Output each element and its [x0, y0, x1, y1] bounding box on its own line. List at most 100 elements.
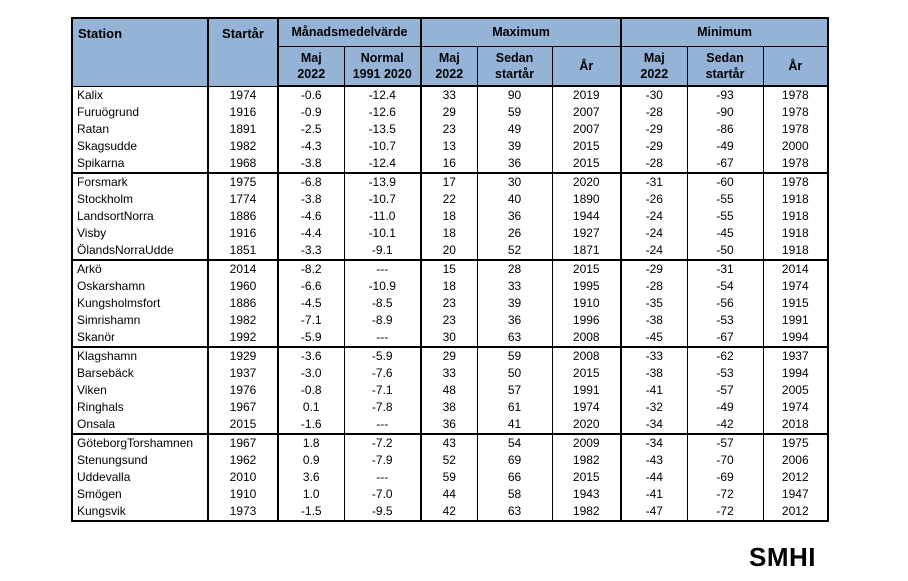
value-cell: 61: [476, 399, 553, 416]
table-body: Kalix 1974 -0.6 -12.4 33 90 2019 -30 -93 1978 Furu…: [71, 86, 829, 521]
value-cell: -49: [686, 138, 764, 155]
station-cell: Stenungsund: [71, 452, 209, 469]
value-cell: 0.9: [277, 452, 345, 469]
station-cell: ÖlandsNorraUdde: [71, 242, 209, 260]
value-cell: -3.3: [277, 242, 345, 260]
value-cell: 1918: [762, 242, 829, 260]
value-cell: 1918: [762, 208, 829, 225]
value-cell: 42: [420, 503, 478, 521]
value-cell: 3.6: [277, 469, 345, 486]
value-cell: -4.4: [277, 225, 345, 242]
station-cell: Stockholm: [71, 191, 209, 208]
value-cell: 1996: [551, 312, 622, 329]
value-cell: 1891: [207, 121, 279, 138]
station-cell: Ratan: [71, 121, 209, 138]
value-cell: -10.7: [343, 138, 422, 155]
value-cell: 1991: [762, 312, 829, 329]
value-cell: -10.1: [343, 225, 422, 242]
value-cell: 1968: [207, 155, 279, 173]
value-cell: -32: [620, 399, 688, 416]
value-cell: 30: [420, 329, 478, 347]
value-cell: 1944: [551, 208, 622, 225]
value-cell: 59: [476, 104, 553, 121]
value-cell: -45: [620, 329, 688, 347]
value-cell: -70: [686, 452, 764, 469]
table-row: ÖlandsNorraUdde 1851 -3.3 -9.1 20 52 1871 -24 -5…: [71, 242, 829, 260]
value-cell: -7.6: [343, 365, 422, 382]
value-cell: -24: [620, 242, 688, 260]
value-cell: 13: [420, 138, 478, 155]
station-cell: Kungsholmsfort: [71, 295, 209, 312]
value-cell: 2012: [762, 503, 829, 521]
value-cell: -1.6: [277, 416, 345, 434]
value-cell: 30: [476, 172, 553, 191]
value-cell: 2014: [207, 259, 279, 278]
value-cell: 1978: [762, 155, 829, 173]
value-cell: 1915: [762, 295, 829, 312]
value-cell: -53: [686, 365, 764, 382]
station-cell: Viken: [71, 382, 209, 399]
table-row: Forsmark 1975 -6.8 -13.9 17 30 2020 -31 -60 1978: [71, 172, 829, 191]
value-cell: -30: [620, 86, 688, 104]
station-cell: Furuögrund: [71, 104, 209, 121]
value-cell: -7.2: [343, 433, 422, 452]
value-cell: -12.4: [343, 86, 422, 104]
value-cell: 1975: [762, 433, 829, 452]
station-cell: Kalix: [71, 86, 209, 104]
value-cell: 1974: [551, 399, 622, 416]
value-cell: 1974: [207, 86, 279, 104]
station-cell: Ringhals: [71, 399, 209, 416]
smhi-logo: SMHI: [749, 542, 816, 572]
value-cell: -41: [620, 382, 688, 399]
value-cell: -4.6: [277, 208, 345, 225]
table-row: GöteborgTorshamnen 1967 1.8 -7.2 43 54 2009 -34…: [71, 433, 829, 452]
station-cell: Klagshamn: [71, 346, 209, 365]
value-cell: -31: [620, 172, 688, 191]
table-row: Kungsvik 1973 -1.5 -9.5 42 63 1982 -47 -72 2012: [71, 503, 829, 521]
table-row: Spikarna 1968 -3.8 -12.4 16 36 2015 -28 -67 1978: [71, 155, 829, 173]
value-cell: 58: [476, 486, 553, 503]
value-cell: 1947: [762, 486, 829, 503]
value-cell: -11.0: [343, 208, 422, 225]
station-cell: Forsmark: [71, 172, 209, 191]
col-group-maximum: Maximum: [419, 17, 622, 47]
value-cell: 33: [420, 86, 478, 104]
value-cell: -3.8: [277, 155, 345, 173]
col-header-min-may-2022: Maj 2022: [620, 45, 688, 87]
value-cell: -24: [620, 225, 688, 242]
value-cell: 36: [476, 155, 553, 173]
col-header-max-may-2022: Maj 2022: [420, 45, 478, 87]
value-cell: -0.9: [277, 104, 345, 121]
sea-level-statistics-table: Station Startår Månadsmedelvärde Maximum…: [71, 17, 830, 522]
value-cell: -8.9: [343, 312, 422, 329]
value-cell: -55: [686, 208, 764, 225]
value-cell: 59: [420, 469, 478, 486]
value-cell: -0.6: [277, 86, 345, 104]
value-cell: 69: [476, 452, 553, 469]
value-cell: 2009: [551, 433, 622, 452]
value-cell: -10.7: [343, 191, 422, 208]
value-cell: 1982: [551, 503, 622, 521]
value-cell: 1978: [762, 121, 829, 138]
value-cell: -7.9: [343, 452, 422, 469]
value-cell: 1937: [207, 365, 279, 382]
value-cell: -6.6: [277, 278, 345, 295]
table-row: Uddevalla 2010 3.6 --- 59 66 2015 -44 -69 2012: [71, 469, 829, 486]
value-cell: -42: [686, 416, 764, 434]
col-header-startyear: Startår: [207, 17, 279, 87]
value-cell: -12.4: [343, 155, 422, 173]
value-cell: -93: [686, 86, 764, 104]
col-header-max-since-start: Sedan startår: [476, 45, 553, 87]
station-cell: Smögen: [71, 486, 209, 503]
value-cell: -43: [620, 452, 688, 469]
value-cell: -7.0: [343, 486, 422, 503]
value-cell: ---: [343, 416, 422, 434]
value-cell: 1994: [762, 365, 829, 382]
value-cell: 23: [420, 295, 478, 312]
value-cell: 43: [420, 433, 478, 452]
station-cell: LandsortNorra: [71, 208, 209, 225]
value-cell: -13.9: [343, 172, 422, 191]
value-cell: -0.8: [277, 382, 345, 399]
table-row: Smögen 1910 1.0 -7.0 44 58 1943 -41 -72 1947: [71, 486, 829, 503]
